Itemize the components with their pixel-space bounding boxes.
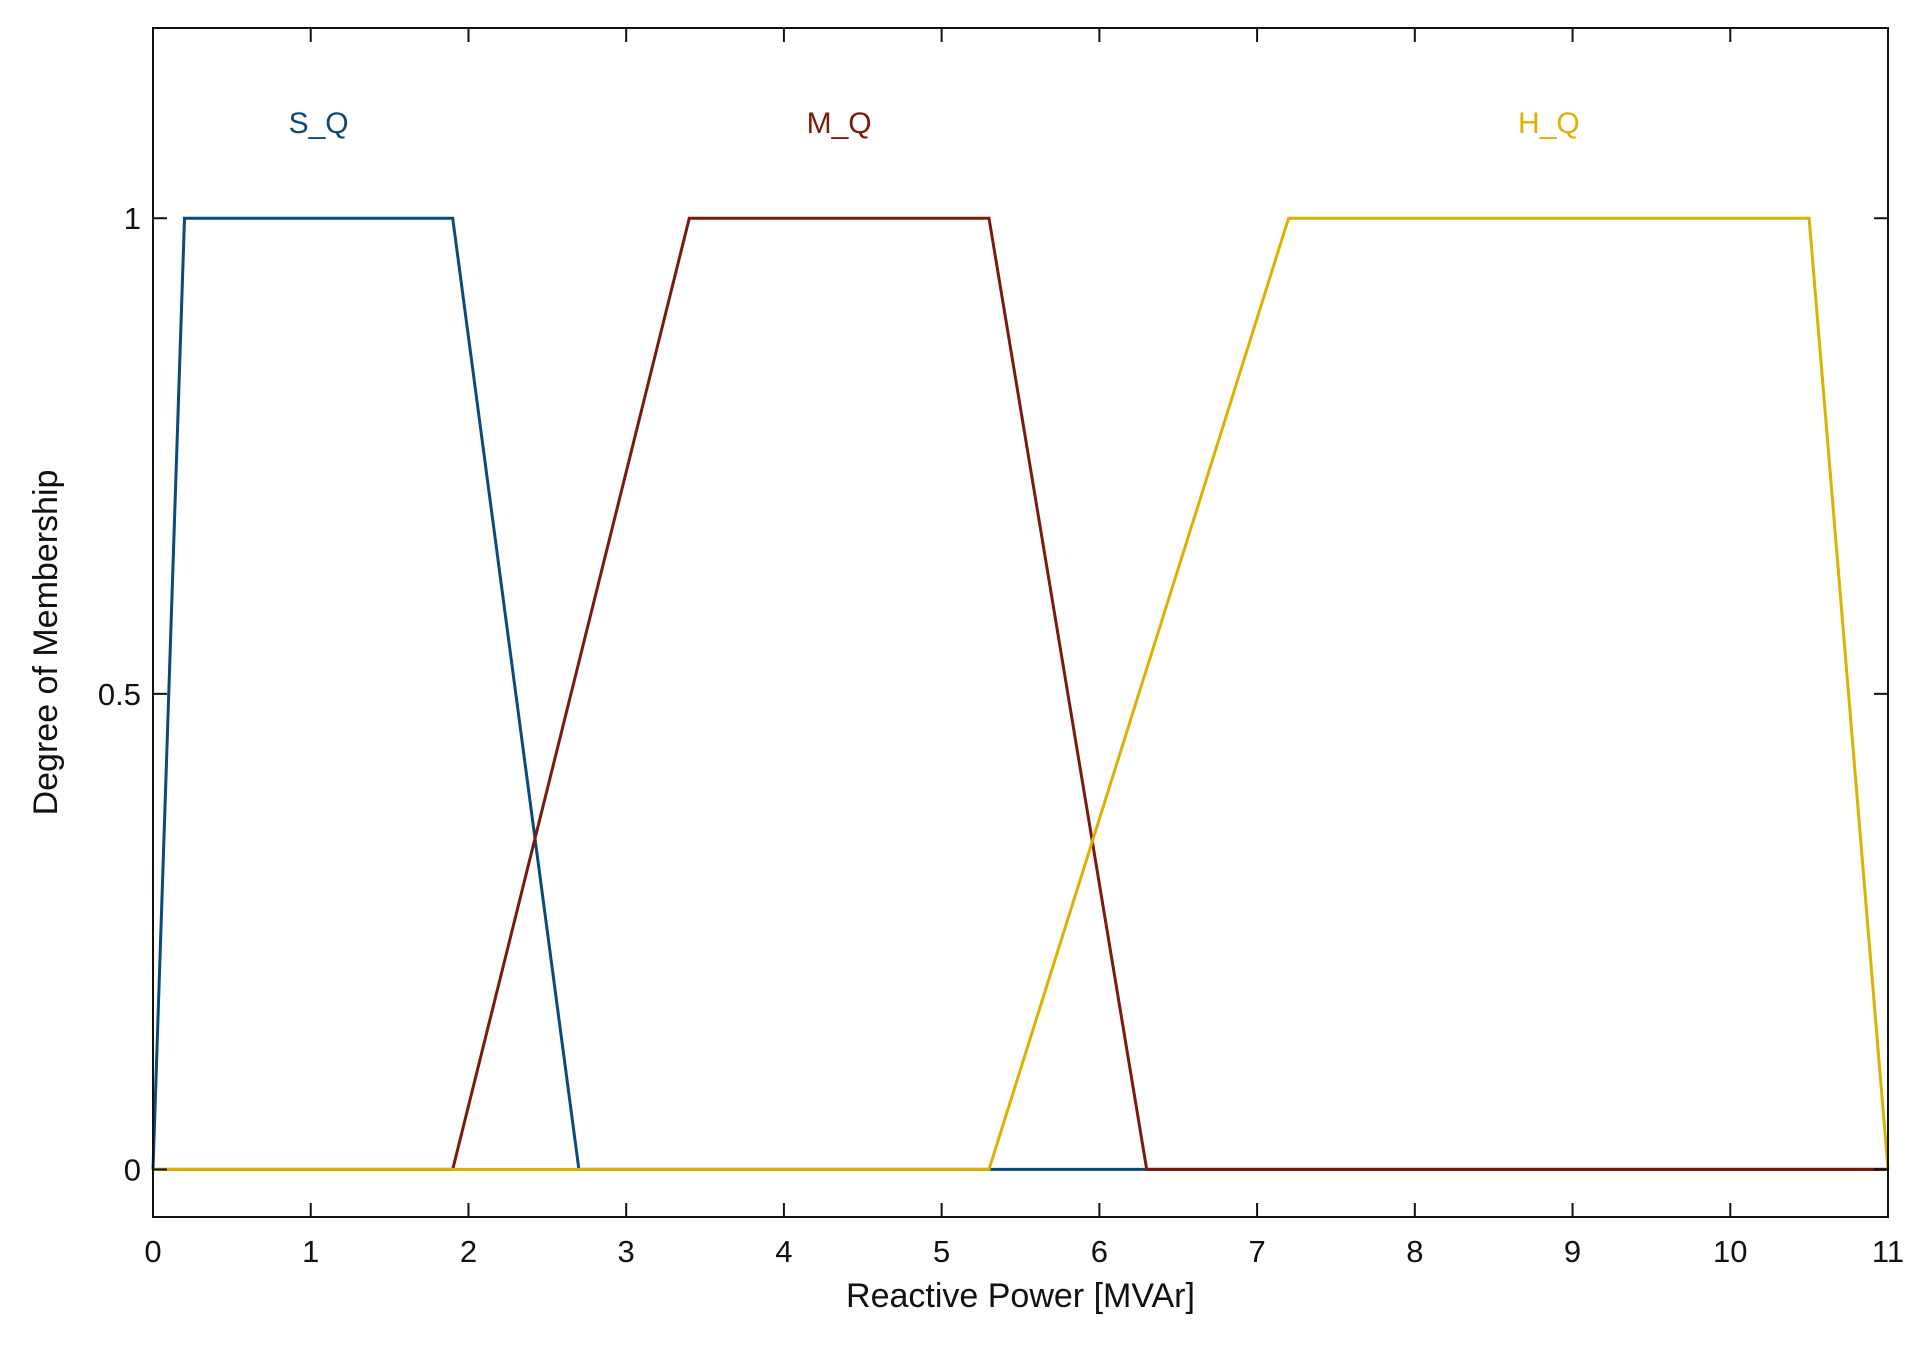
x-tick-label: 10	[1713, 1234, 1747, 1269]
x-tick-label: 4	[775, 1234, 792, 1269]
x-tick-label: 3	[618, 1234, 635, 1269]
x-tick-label: 7	[1248, 1234, 1265, 1269]
y-tick-label: 1	[124, 201, 141, 236]
series-line-h-q	[153, 216, 1890, 1171]
series-line-s-q	[151, 216, 1888, 1171]
x-tick-label: 0	[144, 1234, 161, 1269]
x-tick-label: 6	[1091, 1234, 1108, 1269]
x-tick-label: 11	[1872, 1234, 1904, 1269]
series-layer	[151, 216, 1890, 1171]
mf-label-h-q: H_Q	[1518, 107, 1580, 140]
y-tick-label: 0.5	[98, 677, 141, 712]
x-tick-label: 9	[1564, 1234, 1581, 1269]
y-tick-label: 0	[124, 1152, 141, 1187]
ticks-layer: 0 1 2 3 4 5 6 7 8 9 10 11 0 0.5 1	[98, 28, 1904, 1269]
x-tick-label: 5	[933, 1234, 950, 1269]
x-axis-title: Reactive Power [MVAr]	[846, 1277, 1195, 1315]
x-tick-label: 1	[302, 1234, 319, 1269]
mf-label-s-q: S_Q	[289, 107, 349, 140]
plot-frame	[152, 27, 1889, 1218]
y-axis-title: Degree of Membership	[27, 470, 65, 816]
mf-label-m-q: M_Q	[807, 107, 872, 140]
labels-layer: S_Q M_Q H_Q	[289, 107, 1580, 140]
x-tick-label: 8	[1406, 1234, 1423, 1269]
x-tick-label: 2	[460, 1234, 477, 1269]
